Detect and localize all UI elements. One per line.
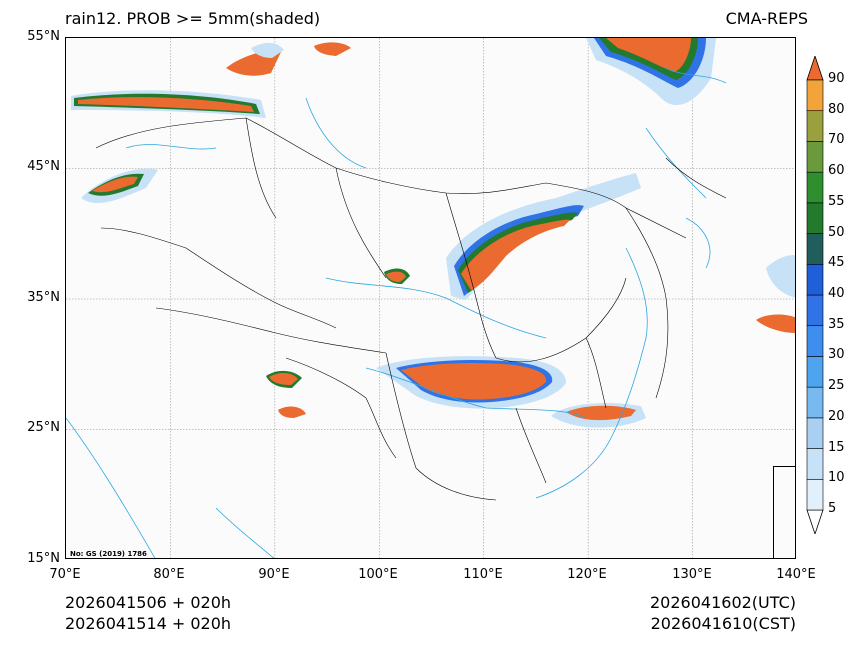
colorbar-arrow-max — [806, 56, 824, 81]
precip-area-north-china — [384, 173, 641, 300]
colorbar-level-label: 30 — [828, 347, 845, 363]
lon-tick-label: 70°E — [49, 567, 81, 582]
lon-tick-label: 140°E — [776, 567, 816, 582]
lon-tick-label: 110°E — [463, 567, 503, 582]
colorbar-bin — [806, 263, 824, 296]
colorbar-bin — [806, 417, 824, 449]
map-plot-area: No: GS (2019) 1786 — [65, 37, 796, 559]
colorbar-level-label: 70 — [828, 132, 845, 148]
lat-tick-label: 45°N — [27, 159, 60, 174]
colorbar-level-label: 10 — [828, 470, 845, 486]
colorbar-level-label: 55 — [828, 193, 845, 209]
map-canvas — [66, 38, 795, 558]
lat-tick-label: 15°N — [27, 551, 60, 566]
precip-area-yangtze — [266, 255, 795, 428]
init-time-cst: 2026041514 + 020h — [65, 614, 232, 633]
admin-boundaries — [95, 117, 727, 501]
lon-tick-label: 120°E — [567, 567, 607, 582]
colorbar-bin — [806, 171, 824, 204]
lon-tick-label: 130°E — [672, 567, 712, 582]
colorbar-level-label: 20 — [828, 408, 845, 424]
colorbar-level-label: 15 — [828, 439, 845, 455]
colorbar-level-label: 90 — [828, 71, 845, 86]
valid-time-utc: 2026041602(UTC) — [650, 593, 796, 612]
colorbar-level-label: 5 — [828, 501, 837, 516]
colorbar-bin — [806, 79, 824, 112]
precip-area-xinjiang — [81, 168, 158, 204]
lat-tick-label: 55°N — [27, 29, 60, 44]
valid-time-cst: 2026041610(CST) — [650, 614, 796, 633]
colorbar-bin — [806, 233, 824, 265]
colorbar-bin — [806, 202, 824, 234]
colorbar-arrow-min — [806, 509, 824, 534]
map-title: rain12. PROB >= 5mm(shaded) — [65, 9, 321, 28]
colorbar-bin — [806, 294, 824, 327]
colorbar-level-label: 80 — [828, 101, 845, 117]
precip-area-northeast — [586, 38, 716, 106]
init-time-utc: 2026041506 + 020h — [65, 593, 232, 612]
colorbar-bin — [806, 448, 824, 480]
precip-shading — [71, 38, 795, 428]
lon-tick-label: 100°E — [358, 567, 398, 582]
colorbar — [806, 56, 824, 534]
map-approval-note: No: GS (2019) 1786 — [70, 550, 147, 558]
precip-area-mongolia-band — [71, 42, 351, 118]
lat-tick-label: 35°N — [27, 290, 60, 305]
colorbar-level-label: 45 — [828, 255, 845, 271]
lon-tick-label: 80°E — [153, 567, 185, 582]
colorbar-bin — [806, 478, 824, 511]
colorbar-level-label: 25 — [828, 378, 845, 394]
colorbar-level-label: 40 — [828, 286, 845, 301]
colorbar-bin — [806, 325, 824, 357]
colorbar-level-label: 50 — [828, 224, 845, 240]
colorbar-bin — [806, 386, 824, 419]
model-name: CMA-REPS — [725, 9, 808, 28]
rivers-coastline — [66, 67, 727, 558]
colorbar-level-label: 60 — [828, 163, 845, 179]
colorbar-bin — [806, 356, 824, 388]
graticule — [66, 38, 795, 558]
lat-tick-label: 25°N — [27, 420, 60, 435]
south-china-sea-inset — [773, 466, 795, 558]
colorbar-bin — [806, 110, 824, 142]
colorbar-level-label: 35 — [828, 316, 845, 332]
lon-tick-label: 90°E — [258, 567, 290, 582]
colorbar-bin — [806, 141, 824, 173]
